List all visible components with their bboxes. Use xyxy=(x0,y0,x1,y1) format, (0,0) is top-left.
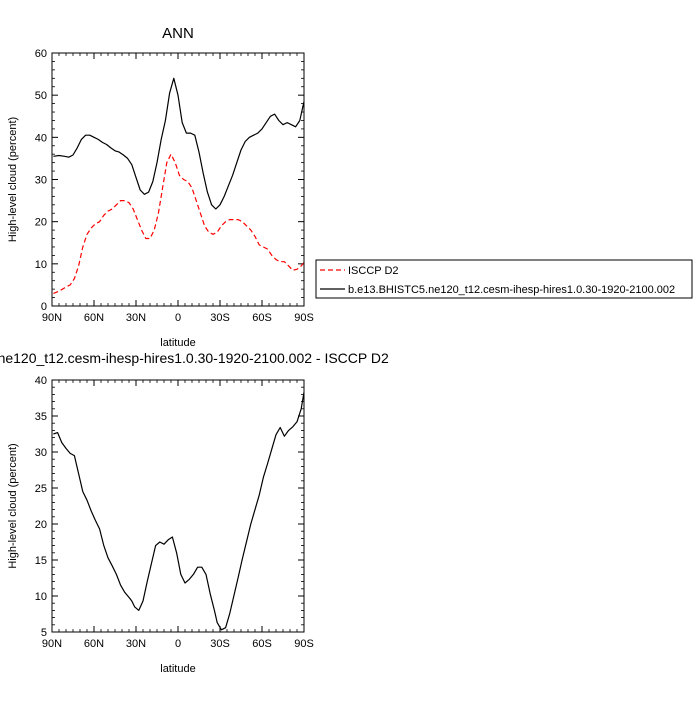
panel-2-y-tick-label: 5 xyxy=(41,627,47,639)
panel-2-x-tick-label: 60S xyxy=(252,638,272,650)
panel-1-x-tick-label: 60N xyxy=(84,312,104,324)
panel-2-x-tick-label: 90N xyxy=(42,638,62,650)
panel-1-x-tick-label: 0 xyxy=(175,312,181,324)
panel-1-y-tick-label: 50 xyxy=(35,90,47,102)
panel-2-x-tick-label: 30N xyxy=(126,638,146,650)
panel-1-series xyxy=(53,77,305,294)
panel-1-x-tick-label: 90S xyxy=(294,312,314,324)
panel-1-x-tick-label: 90N xyxy=(42,312,62,324)
panel-2-series xyxy=(53,392,305,631)
panel-1-y-tick-label: 0 xyxy=(41,301,47,313)
panel-2-x-tick-label: 90S xyxy=(294,638,314,650)
panel-1-x-tick-label: 30S xyxy=(210,312,230,324)
panel-2-y-tick-label: 30 xyxy=(35,447,47,459)
panel-1-ylabel: High-level cloud (percent) xyxy=(7,117,19,242)
panel-1-axes: 90N 60N 30N 0 30S 60S 90S 0 10 20 30 40 50 60 xyxy=(35,48,314,324)
panel-2-y-tick-label: 25 xyxy=(35,483,47,495)
panel-2-xlabel: latitude xyxy=(160,663,195,675)
panel-1-title: ANN xyxy=(162,25,194,42)
panel-1-xlabel: latitude xyxy=(160,337,195,349)
panel-1-series-0-line xyxy=(53,153,305,294)
panel-1-x-tick-label: 30N xyxy=(126,312,146,324)
panel-1-frame xyxy=(51,52,305,307)
panel-2-series-0-line xyxy=(53,392,305,631)
panel-1-y-tick-label: 60 xyxy=(35,48,47,60)
panel-1-y-tick-label: 20 xyxy=(35,217,47,229)
panel-2-y-tick-label: 20 xyxy=(35,519,47,531)
legend-box xyxy=(315,259,693,299)
legend: ISCCP D2 b.e13.BHISTC5.ne120_t12.cesm-ih… xyxy=(315,259,693,299)
panel-1-y-tick-label: 30 xyxy=(35,175,47,187)
legend-label-isccp: ISCCP D2 xyxy=(348,265,399,277)
panel-1-y-tick-label: 40 xyxy=(35,132,47,144)
panel-1-y-tick-label: 10 xyxy=(35,259,47,271)
panel-2-y-tick-label: 10 xyxy=(35,591,47,603)
panel-2-y-tick-label: 35 xyxy=(35,411,47,423)
panel-2-title: TC5.ne120_t12.cesm-ihesp-hires1.0.30-192… xyxy=(0,350,389,366)
legend-label-model: b.e13.BHISTC5.ne120_t12.cesm-ihesp-hires… xyxy=(348,284,675,296)
panel-2-y-tick-label: 40 xyxy=(35,375,47,387)
panel-1: ANN 90N 60N 30N 0 30S 60S 90S 0 10 20 30 40 50 60 Hig… xyxy=(7,25,314,349)
panel-2-x-tick-label: 0 xyxy=(175,638,181,650)
panel-2: TC5.ne120_t12.cesm-ihesp-hires1.0.30-192… xyxy=(0,350,389,675)
panel-1-x-tick-label: 60S xyxy=(252,312,272,324)
panel-2-ylabel: High-level cloud (percent) xyxy=(7,443,19,568)
panel-2-axes: 90N 60N 30N 0 30S 60S 90S 5 10 15 20 25 30 35 40 xyxy=(35,375,314,650)
panel-2-frame xyxy=(51,379,305,633)
panel-2-y-tick-label: 15 xyxy=(35,555,47,567)
panel-1-series-1-line xyxy=(53,77,305,210)
panel-2-x-tick-label: 30S xyxy=(210,638,230,650)
panel-2-x-tick-label: 60N xyxy=(84,638,104,650)
